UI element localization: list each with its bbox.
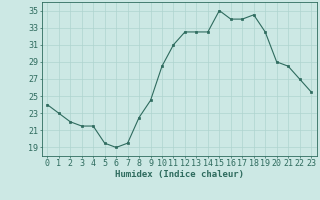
X-axis label: Humidex (Indice chaleur): Humidex (Indice chaleur) bbox=[115, 170, 244, 179]
